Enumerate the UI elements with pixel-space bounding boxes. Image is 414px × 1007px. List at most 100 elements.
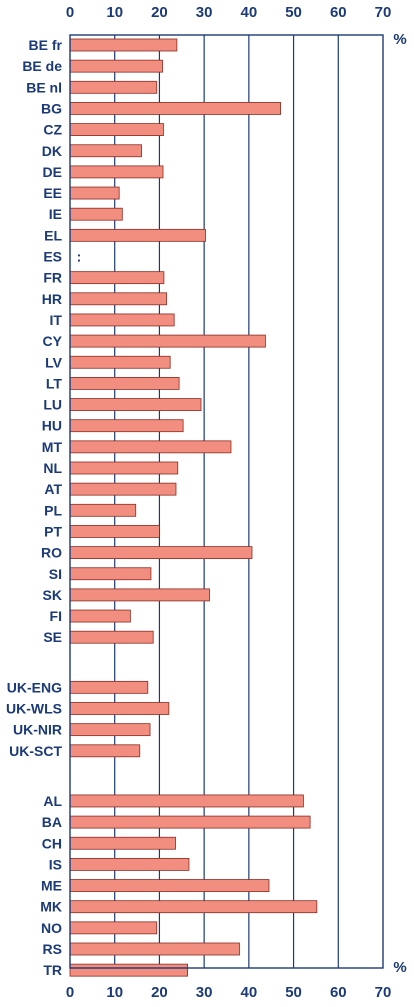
bar <box>69 123 164 136</box>
x-tick-label-top: 40 <box>241 4 258 21</box>
bar <box>69 963 188 977</box>
unit-label-bottom: % <box>393 959 406 976</box>
x-tick-label-top: 60 <box>330 4 347 21</box>
x-tick-label-bottom: 10 <box>106 984 123 1001</box>
x-tick-label-bottom: 50 <box>285 984 302 1001</box>
bar <box>69 334 266 348</box>
category-label: NO <box>41 920 62 936</box>
bar <box>69 588 210 602</box>
bar <box>69 815 311 829</box>
category-label: RS <box>43 941 62 957</box>
category-label: TR <box>43 962 62 978</box>
category-label: HR <box>42 291 62 307</box>
category-label: NL <box>43 460 62 476</box>
bar <box>69 942 240 956</box>
category-label: FR <box>43 270 62 286</box>
bar <box>69 744 141 758</box>
bar <box>69 525 160 538</box>
category-label: BE de <box>22 58 62 74</box>
category-label: ME <box>41 878 62 894</box>
category-label: DK <box>42 143 62 159</box>
bar <box>69 228 206 242</box>
bar <box>69 186 120 200</box>
bar <box>69 80 158 94</box>
category-label: HU <box>42 418 62 434</box>
category-label: LT <box>46 375 63 391</box>
bar <box>69 503 137 517</box>
bar <box>69 398 202 411</box>
bar <box>69 794 304 808</box>
bar <box>69 355 171 369</box>
category-label: PT <box>44 523 62 539</box>
category-label: IT <box>50 312 63 328</box>
bar <box>69 921 158 935</box>
category-label: CY <box>43 333 63 349</box>
category-label: LV <box>45 354 63 370</box>
x-tick-label-top: 0 <box>66 4 74 21</box>
category-label: AT <box>44 481 62 497</box>
category-label: ES <box>43 249 62 265</box>
x-tick-label-top: 50 <box>285 4 302 21</box>
category-label: AL <box>43 793 62 809</box>
bar <box>69 702 170 715</box>
bar <box>69 292 167 306</box>
bar <box>69 461 179 475</box>
plot-frame <box>69 34 384 969</box>
x-tick-label-top: 10 <box>106 4 123 21</box>
category-label: SE <box>43 629 62 645</box>
category-label: MK <box>40 899 62 915</box>
bar <box>69 567 152 581</box>
category-label: LU <box>43 397 62 413</box>
bar <box>69 858 190 871</box>
bar <box>69 546 253 559</box>
category-label: MT <box>42 439 63 455</box>
unit-label-top: % <box>393 31 406 48</box>
category-label: BE fr <box>29 37 63 53</box>
bars: : <box>69 38 318 977</box>
category-labels: BE fr BE de BE nl BG CZ DK DE EE IE EL ES FR HR IT CY L… <box>6 37 63 978</box>
x-tick-label-top: 70 <box>375 4 392 21</box>
category-label: SI <box>49 566 62 582</box>
missing-value-marker: : <box>77 249 82 265</box>
bar <box>69 271 165 285</box>
bar <box>69 879 270 892</box>
bar <box>69 609 131 623</box>
x-tick-label-top: 30 <box>196 4 213 21</box>
category-label: DE <box>43 164 62 180</box>
category-label: RO <box>41 545 62 561</box>
x-tick-label-bottom: 20 <box>151 984 168 1001</box>
category-label: BE nl <box>26 79 62 95</box>
category-label: UK-WLS <box>6 701 62 717</box>
bar <box>69 38 178 52</box>
category-label: EL <box>44 227 62 243</box>
bar <box>69 419 184 433</box>
x-tick-label-bottom: 40 <box>241 984 258 1001</box>
category-label: FI <box>50 608 62 624</box>
category-label: PL <box>44 502 62 518</box>
category-label: CH <box>42 835 62 851</box>
x-tick-label-bottom: 30 <box>196 984 213 1001</box>
bar <box>69 680 149 694</box>
x-tick-label-top: 20 <box>151 4 168 21</box>
category-label: BA <box>42 814 62 830</box>
x-tick-label-bottom: 60 <box>330 984 347 1001</box>
bar <box>69 59 163 73</box>
bar <box>69 165 164 179</box>
x-tick-label-bottom: 0 <box>66 984 74 1001</box>
category-label: EE <box>43 185 62 201</box>
grid-lines <box>114 35 339 968</box>
x-tick-label-bottom: 70 <box>375 984 392 1001</box>
category-label: UK-ENG <box>7 679 62 695</box>
category-label: IE <box>49 206 62 222</box>
bar <box>69 900 318 914</box>
bar <box>69 836 176 850</box>
bar <box>69 440 232 454</box>
bar <box>69 313 175 327</box>
category-label: UK-SCT <box>9 743 62 759</box>
bar <box>69 630 154 644</box>
top-axis-ticks: 0 10 20 30 40 50 60 70 <box>66 4 392 21</box>
bottom-axis-ticks: 0 10 20 30 40 50 60 70 <box>66 984 392 1001</box>
bar <box>69 723 151 737</box>
bar <box>69 207 123 221</box>
